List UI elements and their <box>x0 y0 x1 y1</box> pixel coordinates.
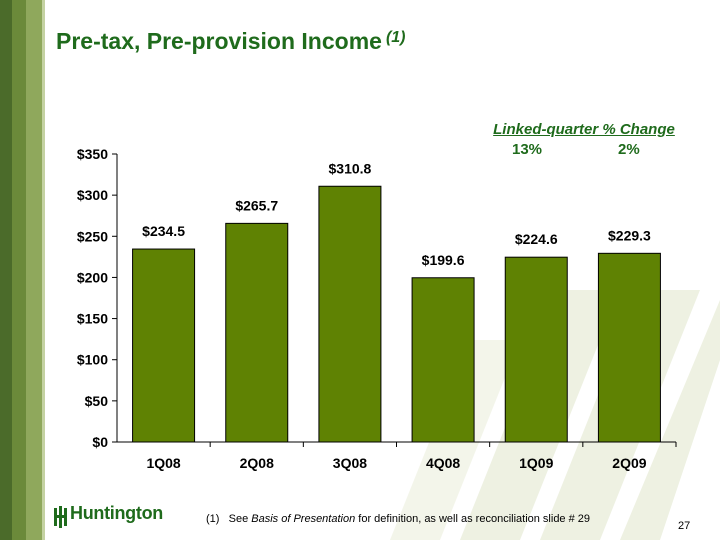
left-stripe-light <box>26 0 42 540</box>
footnote-marker: (1) <box>206 513 220 525</box>
x-tick-label: 2Q08 <box>240 455 274 471</box>
footnote-emphasis: Basis of Presentation <box>251 513 356 525</box>
bar <box>225 222 289 443</box>
y-tick-label: $250 <box>77 228 108 244</box>
data-label: $265.7 <box>235 197 278 213</box>
footnote-prefix: See <box>228 513 249 525</box>
left-stripe-dark <box>0 0 12 540</box>
linked-quarter-title: Linked-quarter % Change <box>493 121 675 138</box>
bars <box>132 185 661 443</box>
y-tick-label: $350 <box>77 146 108 162</box>
y-tick-label: $300 <box>77 187 108 203</box>
huntington-logo-icon <box>54 506 67 528</box>
x-tick-label: 4Q08 <box>426 455 460 471</box>
linked-quarter-value-2: 2% <box>618 141 640 158</box>
footnote-suffix: for definition, as well as reconciliatio… <box>358 513 591 525</box>
bar <box>411 277 475 443</box>
y-tick-label: $50 <box>85 393 109 409</box>
logo-text: Huntington <box>70 503 163 523</box>
y-axis: $0 $50 $100 $150 $200 $250 $300 $350 <box>77 146 118 450</box>
bar <box>132 248 196 443</box>
bar <box>318 185 382 443</box>
page-number: 27 <box>678 520 691 532</box>
left-stripe-edge <box>42 0 45 540</box>
x-tick-label: 1Q09 <box>519 455 553 471</box>
linked-quarter-value-1: 13% <box>512 141 543 158</box>
data-label: $234.5 <box>142 223 185 239</box>
data-label: $229.3 <box>608 227 651 243</box>
data-label: $310.8 <box>329 160 372 176</box>
y-tick-label: $0 <box>92 434 108 450</box>
data-labels: $234.5 $265.7 $310.8 $199.6 $224.6 $229.3 <box>142 160 651 268</box>
y-tick-label: $200 <box>77 269 108 285</box>
bar <box>504 256 568 443</box>
page-title: Pre-tax, Pre-provision Income (1) <box>56 28 406 55</box>
y-tick-label: $100 <box>77 352 108 368</box>
x-tick-label: 2Q09 <box>612 455 646 471</box>
x-axis: 1Q08 2Q08 3Q08 4Q08 1Q09 2Q09 <box>117 441 677 471</box>
x-tick-label: 1Q08 <box>146 455 180 471</box>
x-tick-label: 3Q08 <box>333 455 367 471</box>
data-label: $199.6 <box>422 252 465 268</box>
left-stripe-mid <box>12 0 26 540</box>
y-tick-label: $150 <box>77 311 108 327</box>
bar <box>597 252 661 443</box>
title-footnote-marker: (1) <box>385 29 406 46</box>
title-text: Pre-tax, Pre-provision Income <box>56 28 382 54</box>
data-label: $224.6 <box>515 231 558 247</box>
footnote: (1) See Basis of Presentation for defini… <box>206 513 590 525</box>
